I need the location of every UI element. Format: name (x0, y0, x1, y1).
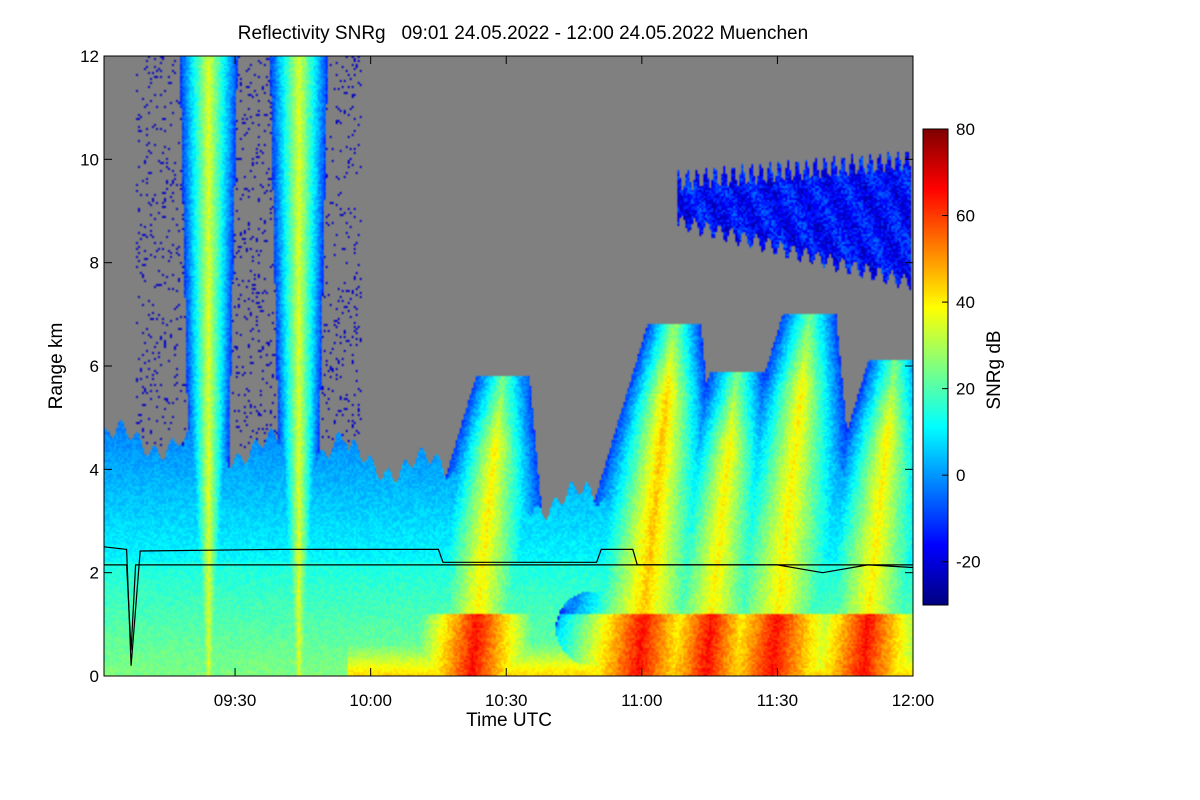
y-axis: 0 2 4 6 8 10 12 (80, 47, 913, 686)
x-tick-label: 10:30 (485, 691, 528, 710)
plot-area (104, 56, 913, 676)
x-tick-label: 11:00 (621, 691, 662, 710)
y-tick-label: 0 (90, 667, 99, 686)
colorbar-tick-label: 40 (956, 293, 975, 312)
black-line-2 (104, 564, 913, 651)
x-tick-label: 09:30 (214, 691, 257, 710)
colorbar-tick-label: 80 (956, 120, 975, 139)
x-axis-label: Time UTC (466, 710, 552, 731)
colorbar-label: SNRg dB (984, 330, 1005, 409)
x-tick-label: 12:00 (892, 691, 935, 710)
x-axis: 09:30 10:00 10:30 11:00 11:30 12:00 (214, 56, 934, 710)
y-tick-label: 10 (80, 150, 99, 169)
y-tick-label: 2 (90, 564, 99, 583)
y-tick-label: 8 (90, 254, 99, 273)
y-tick-label: 6 (90, 357, 99, 376)
y-tick-label: 4 (90, 460, 99, 479)
colorbar-tick-label: -20 (956, 553, 981, 572)
y-tick-label: 12 (80, 47, 99, 66)
colorbar-ticks: -20 0 20 40 60 80 (942, 120, 981, 572)
colorbar-tick-label: 0 (956, 466, 965, 485)
y-axis-label: Range km (46, 323, 67, 410)
colorbar-tick-label: 20 (956, 380, 975, 399)
colorbar-tick-label: 60 (956, 207, 975, 226)
x-tick-label: 10:00 (349, 691, 392, 710)
colorbar: -20 0 20 40 60 80 SNRg dB (922, 120, 1005, 606)
heatmap-image (104, 56, 913, 676)
chart-title: Reflectivity SNRg 09:01 24.05.2022 - 12:… (238, 23, 808, 44)
black-line-1 (104, 546, 913, 666)
colorbar-gradient (922, 128, 949, 606)
x-tick-label: 11:30 (757, 691, 798, 710)
